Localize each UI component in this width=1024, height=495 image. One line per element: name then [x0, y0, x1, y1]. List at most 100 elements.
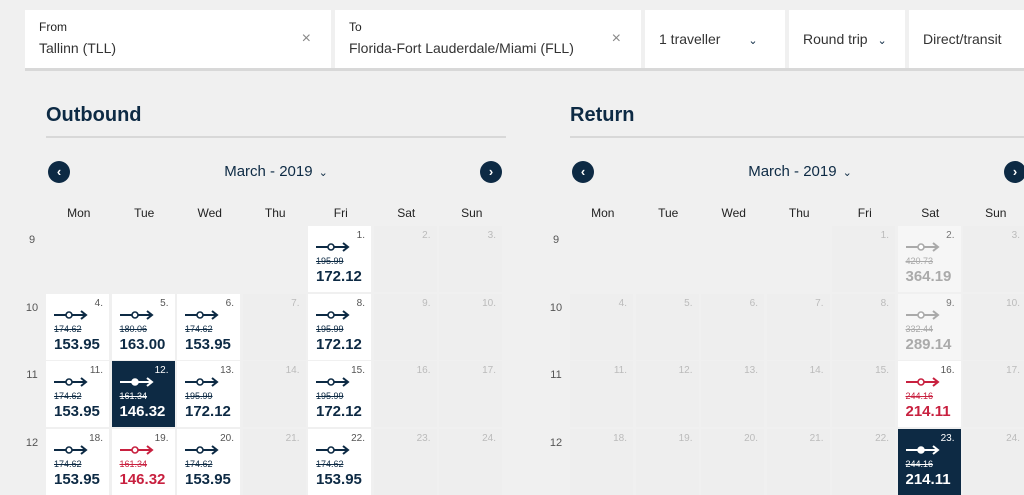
old-price: 174.62: [54, 458, 82, 469]
old-price: 195.99: [185, 391, 213, 401]
calendar-day[interactable]: 19. 161.34 146.32: [111, 428, 175, 495]
stops-dropdown[interactable]: Direct/transit: [909, 10, 1024, 68]
day-number: 14.: [809, 365, 824, 376]
calendar-day: 15.: [832, 361, 895, 427]
day-number: 8.: [356, 297, 365, 309]
calendar-day[interactable]: 6. 174.62 153.95: [177, 293, 240, 360]
day-number: 3.: [487, 230, 496, 241]
price: 163.00: [119, 335, 166, 353]
day-number: 13.: [744, 365, 758, 376]
chevron-down-icon: ⌄: [877, 35, 887, 47]
flight-arrow-icon: [119, 377, 154, 387]
flight-arrow-icon: [119, 444, 154, 455]
calendar-day[interactable]: 22. 174.62 153.95: [308, 428, 371, 495]
day-number: 5.: [160, 297, 169, 309]
calendar-day: 16.: [373, 361, 437, 427]
day-number: 22.: [875, 432, 889, 444]
calendar-day[interactable]: 12. 161.34 146.32: [111, 361, 175, 427]
day-number: 18.: [89, 432, 103, 444]
flight-arrow-icon: [316, 309, 350, 320]
price: 146.32: [119, 403, 166, 420]
calendar-day: 2.: [373, 226, 437, 292]
calendar-day: 1.: [832, 226, 895, 292]
old-price: 180.06: [119, 323, 148, 334]
calendar-day[interactable]: 20. 174.62 153.95: [177, 428, 240, 495]
flight-arrow-icon: [185, 377, 219, 387]
old-price: 195.99: [316, 323, 344, 334]
weekday-label: Sat: [397, 206, 416, 220]
weekday-header: Mon Tue Wed Thu Fri Sat Sun: [570, 206, 1024, 220]
clear-from-icon[interactable]: ×: [301, 30, 311, 47]
chevron-down-icon: ⌄: [842, 167, 852, 179]
price: 364.19: [905, 268, 952, 285]
price: 153.95: [316, 470, 362, 488]
next-month-button[interactable]: ›: [480, 161, 502, 183]
from-field[interactable]: From Tallinn (TLL) ×: [25, 10, 331, 68]
calendar-day[interactable]: 8. 195.99 172.12: [308, 293, 371, 360]
calendar-day: 11.: [570, 361, 633, 427]
day-number: 15.: [351, 365, 365, 376]
day-number: 23.: [940, 432, 955, 444]
calendar-day[interactable]: 15. 195.99 172.12: [308, 361, 371, 427]
day-number: 12.: [678, 365, 693, 376]
trip-type-value: Round trip: [803, 31, 868, 47]
calendar-day: 9.: [373, 293, 437, 360]
prev-month-button[interactable]: ‹: [572, 161, 594, 183]
day-number: 21.: [809, 432, 824, 444]
week-number: 10: [25, 301, 39, 314]
calendar-day: 12.: [635, 361, 699, 427]
old-price: 174.62: [316, 458, 344, 469]
calendar-day[interactable]: 4. 174.62 153.95: [46, 293, 109, 360]
day-number: 16.: [940, 365, 955, 376]
calendar-day[interactable]: 23. 244.16 214.11: [897, 428, 961, 495]
calendar-day[interactable]: 9. 332.44 289.14: [897, 293, 961, 360]
calendar-day: 13.: [701, 361, 764, 427]
old-price: 174.62: [54, 323, 82, 334]
day-number: 11.: [89, 365, 103, 376]
calendar-day[interactable]: 16. 244.16 214.11: [897, 361, 961, 427]
calendar-day: 21.: [766, 428, 830, 495]
calendar-day: 3.: [439, 226, 502, 292]
calendar-day[interactable]: 11. 174.62 153.95: [46, 361, 109, 427]
calendar-day: 5.: [635, 293, 699, 360]
to-field[interactable]: To Florida-Fort Lauderdale/Miami (FLL) ×: [335, 10, 641, 68]
old-price: 174.62: [185, 323, 213, 334]
price: 172.12: [185, 403, 231, 420]
calendar-day: 14.: [766, 361, 830, 427]
weekday-label: Sun: [461, 206, 483, 220]
price: 172.12: [316, 268, 362, 285]
flight-arrow-icon: [316, 242, 350, 252]
calendar-day[interactable]: 13. 195.99 172.12: [177, 361, 240, 427]
day-number: 2.: [946, 230, 955, 241]
month-selector[interactable]: March - 2019 ⌄: [106, 162, 446, 183]
calendar-day[interactable]: 2. 420.73 364.19: [897, 226, 961, 292]
calendar-day[interactable]: 5. 180.06 163.00: [111, 293, 175, 360]
calendar-day: 8.: [832, 293, 895, 360]
old-price: 174.62: [54, 391, 82, 401]
month-selector[interactable]: March - 2019 ⌄: [630, 162, 970, 183]
flight-arrow-icon: [185, 309, 219, 320]
next-month-button[interactable]: ›: [1004, 161, 1024, 183]
travellers-value: 1 traveller: [659, 31, 721, 47]
calendar-day: 3.: [963, 226, 1024, 292]
flight-arrow-icon: [54, 309, 88, 320]
price: 153.95: [185, 335, 231, 353]
weekday-label: Sat: [921, 206, 940, 220]
day-number: 11.: [613, 365, 627, 376]
prev-month-button[interactable]: ‹: [48, 161, 70, 183]
day-number: 9.: [946, 297, 955, 309]
search-bar: From Tallinn (TLL) × To Florida-Fort Lau…: [25, 10, 1024, 71]
calendar-day[interactable]: 18. 174.62 153.95: [46, 428, 109, 495]
clear-to-icon[interactable]: ×: [611, 30, 621, 47]
weekday-label: Wed: [721, 206, 746, 220]
calendar-day[interactable]: 1. 195.99 172.12: [308, 226, 371, 292]
travellers-dropdown[interactable]: 1 traveller ⌄: [645, 10, 785, 68]
month-label: March - 2019: [224, 163, 313, 180]
week-number: 11: [550, 369, 562, 381]
day-number: 2.: [422, 230, 431, 241]
day-number: 24.: [482, 432, 496, 444]
week-number: 11: [26, 369, 38, 381]
week-number: 10: [549, 301, 563, 314]
trip-type-dropdown[interactable]: Round trip ⌄: [789, 10, 905, 68]
price: 172.12: [316, 403, 362, 420]
